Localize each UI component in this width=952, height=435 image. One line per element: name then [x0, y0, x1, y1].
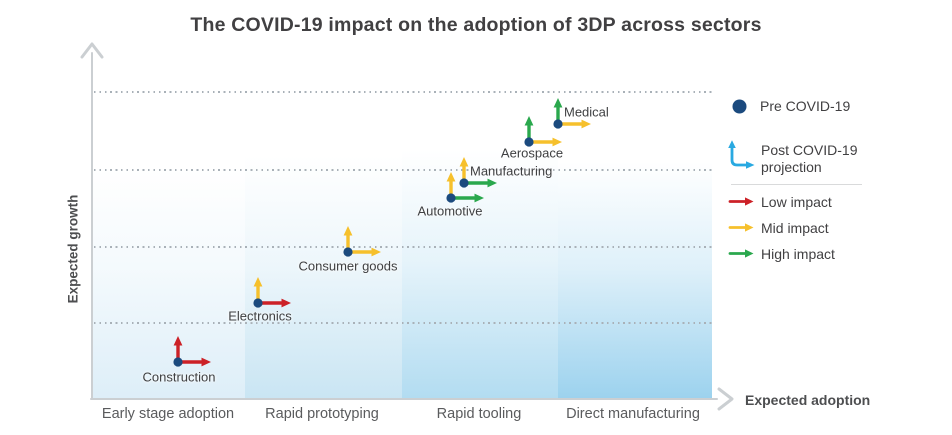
legend-post-covid-label-line1: Post COVID-19: [761, 142, 858, 158]
y-axis-label: Expected growth: [65, 194, 81, 304]
adoption-stage-band: [93, 168, 245, 399]
sector-label: Manufacturing: [470, 163, 553, 179]
legend-post-covid-label-line2: projection: [761, 159, 822, 175]
low-impact-arrow-icon: [728, 195, 755, 208]
legend-high-impact-label: High impact: [761, 246, 835, 262]
gridline: [94, 246, 714, 248]
high-impact-arrow-icon: [728, 247, 755, 260]
sector-label: Electronics: [228, 308, 292, 324]
y-axis-line: [90, 52, 93, 400]
sector-label: Consumer goods: [298, 258, 398, 274]
adoption-stage-band: [558, 162, 712, 399]
x-axis-label: Expected adoption: [745, 392, 871, 408]
pre-covid-dot-icon: [732, 99, 747, 114]
sector-label: Medical: [564, 104, 609, 120]
legend-low-impact-label: Low impact: [761, 194, 832, 210]
y-axis-arrow-icon: [80, 42, 104, 59]
post-covid-projection-arrow-icon: [728, 140, 755, 169]
gridline: [94, 169, 714, 171]
legend-mid-impact-label: Mid impact: [761, 220, 829, 236]
x-category-label: Rapid prototyping: [265, 406, 379, 422]
adoption-stage-band: [245, 156, 402, 399]
x-category-label: Direct manufacturing: [566, 406, 700, 422]
gridline: [94, 91, 714, 93]
sector-label: Automotive: [417, 203, 483, 219]
sector-label: Aerospace: [500, 145, 564, 161]
x-axis-arrow-icon: [717, 387, 734, 411]
chart-title: The COVID-19 impact on the adoption of 3…: [190, 14, 762, 36]
adoption-stage-band: [402, 150, 558, 399]
legend-divider: [731, 184, 862, 185]
mid-impact-arrow-icon: [728, 221, 755, 234]
x-axis-line: [90, 397, 718, 400]
gridline: [94, 322, 714, 324]
x-category-label: Early stage adoption: [101, 406, 235, 422]
x-category-label: Rapid tooling: [436, 406, 522, 422]
legend-pre-covid-label: Pre COVID-19: [760, 98, 851, 114]
sector-label: Construction: [142, 369, 216, 385]
